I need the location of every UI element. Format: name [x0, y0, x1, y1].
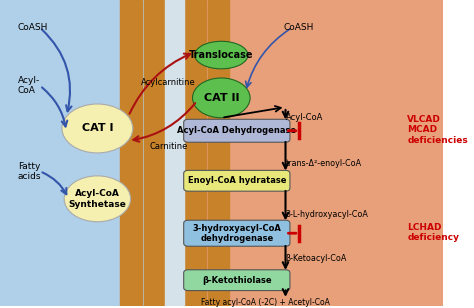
Text: CoASH: CoASH: [283, 23, 314, 32]
Bar: [0, 0, 164, 306]
Text: β-Ketoacyl-CoA: β-Ketoacyl-CoA: [285, 254, 347, 263]
Text: Acylcarnitine: Acylcarnitine: [141, 78, 196, 87]
Text: 3-hydroxyacyl-CoA
dehydrogenase: 3-hydroxyacyl-CoA dehydrogenase: [192, 224, 281, 243]
Text: Fatty
acids: Fatty acids: [18, 162, 41, 181]
Text: Acyl-
CoA: Acyl- CoA: [18, 76, 40, 95]
Text: Carnitine: Carnitine: [149, 142, 187, 151]
Text: LCHAD
deficiency: LCHAD deficiency: [407, 223, 459, 242]
FancyBboxPatch shape: [184, 170, 290, 191]
Bar: [164, 0, 184, 306]
Text: Acyl-CoA: Acyl-CoA: [285, 113, 323, 122]
Bar: [164, 0, 204, 306]
Ellipse shape: [195, 41, 248, 69]
Text: trans-Δ²-enoyl-CoA: trans-Δ²-enoyl-CoA: [285, 159, 362, 168]
Text: CoASH: CoASH: [18, 23, 48, 32]
Text: Enoyl-CoA hydratase: Enoyl-CoA hydratase: [188, 176, 286, 185]
Circle shape: [64, 176, 130, 222]
Text: CAT II: CAT II: [203, 93, 239, 103]
Bar: [119, 0, 142, 306]
Text: Acyl-CoA Dehydrogenase: Acyl-CoA Dehydrogenase: [177, 126, 296, 135]
Text: Fatty acyl-CoA (-2C) + Acetyl-CoA: Fatty acyl-CoA (-2C) + Acetyl-CoA: [201, 298, 330, 307]
Text: Translocase: Translocase: [189, 50, 254, 60]
Bar: [185, 0, 206, 306]
FancyBboxPatch shape: [184, 220, 290, 246]
Text: VLCAD
MCAD
deficiencies: VLCAD MCAD deficiencies: [407, 115, 468, 145]
Circle shape: [192, 78, 250, 118]
FancyBboxPatch shape: [184, 119, 290, 142]
Text: 3-L-hydroxyacyl-CoA: 3-L-hydroxyacyl-CoA: [285, 210, 368, 219]
Text: CAT I: CAT I: [82, 124, 113, 133]
FancyBboxPatch shape: [184, 270, 290, 290]
Text: β-Ketothiolase: β-Ketothiolase: [202, 276, 272, 285]
Bar: [208, 0, 229, 306]
Bar: [144, 0, 164, 306]
Circle shape: [62, 104, 133, 153]
Text: Acyl-CoA
Synthetase: Acyl-CoA Synthetase: [68, 189, 126, 209]
